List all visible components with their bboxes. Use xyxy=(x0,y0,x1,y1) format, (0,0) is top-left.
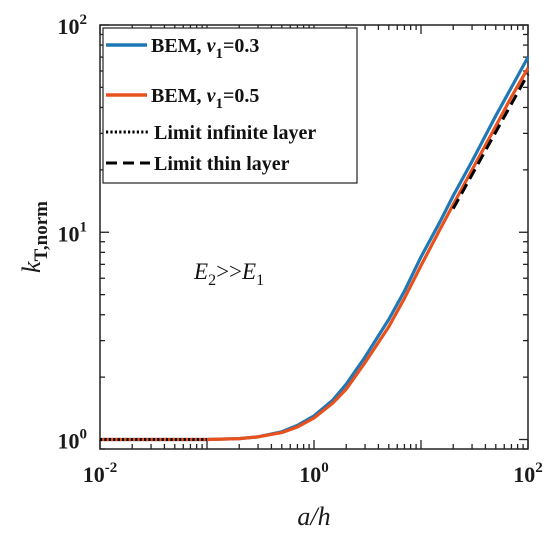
legend-label-4: Limit thin layer xyxy=(154,153,290,175)
legend-label-3: Limit infinite layer xyxy=(154,122,316,144)
legend: BEM, ν1=0.3 BEM, ν1=0.5 Limit infinite lay… xyxy=(102,27,358,184)
annotation-e2-gg-e1: E2>>E1 xyxy=(193,259,264,289)
series-line-2 xyxy=(100,67,530,442)
y-axis-label: kT,norm xyxy=(17,201,52,273)
y-tick-label: 100 xyxy=(58,427,88,454)
x-tick-label: 10-2 xyxy=(83,460,118,487)
x-axis-label: a/h xyxy=(297,502,330,531)
x-tick-label: 100 xyxy=(299,460,329,487)
legend-box xyxy=(102,27,358,184)
tick-labels: 10-2 100 102 100 101 102 xyxy=(58,12,543,487)
series-line-4 xyxy=(451,73,530,210)
legend-label-2: BEM, ν1=0.5 xyxy=(151,85,259,112)
svg-text:kT,norm: kT,norm xyxy=(17,201,52,273)
x-tick-label: 102 xyxy=(513,460,543,487)
series-lines xyxy=(100,56,530,442)
legend-label-1: BEM, ν1=0.3 xyxy=(151,35,259,62)
y-tick-label: 101 xyxy=(58,219,88,246)
y-tick-label: 102 xyxy=(58,12,88,39)
